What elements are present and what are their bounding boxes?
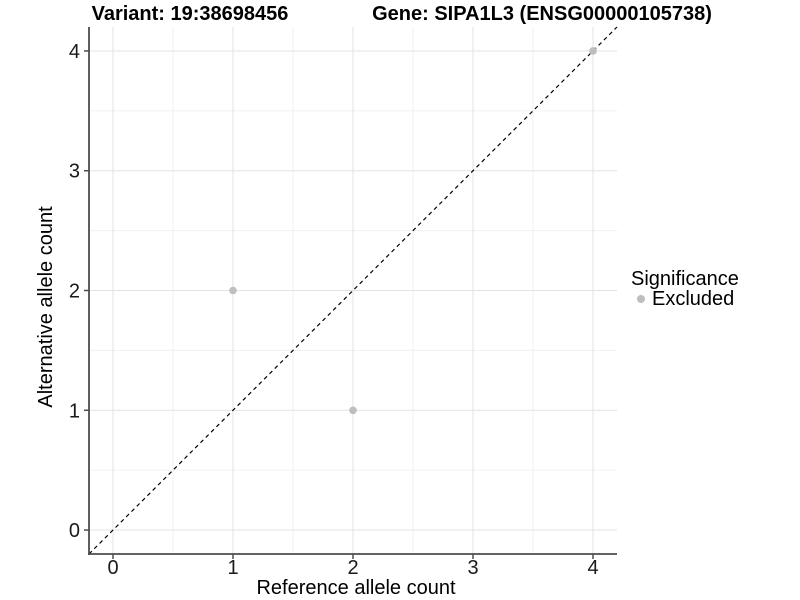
y-tick-label: 1: [69, 400, 80, 422]
x-tick-label: 2: [347, 557, 358, 579]
tick-marks: [84, 50, 594, 559]
legend: Significance Excluded: [631, 268, 739, 310]
y-tick-labels: 0 1 2 3 4: [69, 41, 80, 542]
legend-title: Significance: [631, 268, 739, 290]
data-point: [589, 47, 597, 55]
plot-title-gene: Gene: SIPA1L3 (ENSG00000105738): [372, 3, 712, 25]
y-tick-label: 3: [69, 161, 80, 183]
x-tick-label: 0: [107, 557, 118, 579]
gridlines-major: [89, 27, 617, 554]
data-point: [349, 406, 357, 415]
y-tick-label: 2: [69, 281, 80, 303]
x-tick-label: 1: [227, 557, 238, 579]
x-axis-label: Reference allele count: [256, 577, 455, 599]
legend-key-excluded-icon: [637, 295, 645, 303]
x-tick-labels: 0 1 2 3 4: [107, 557, 598, 579]
data-points: [229, 47, 597, 415]
data-point: [229, 286, 237, 295]
y-axis-label: Alternative allele count: [35, 206, 57, 408]
plot-title-variant: Variant: 19:38698456: [92, 3, 289, 25]
x-tick-label: 4: [587, 557, 598, 579]
y-tick-label: 4: [69, 41, 80, 63]
y-tick-label: 0: [69, 520, 80, 542]
x-tick-label: 3: [467, 557, 478, 579]
legend-label-excluded: Excluded: [652, 288, 734, 310]
